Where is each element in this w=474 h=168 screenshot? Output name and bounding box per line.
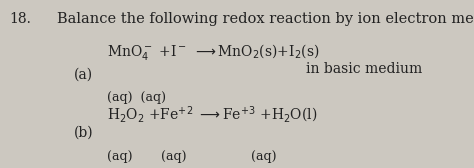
Text: H$_2$O$_2$ +Fe$^{+2}$ $\longrightarrow$Fe$^{+3}$ +H$_2$O(l): H$_2$O$_2$ +Fe$^{+2}$ $\longrightarrow$F… — [107, 104, 317, 124]
Text: (aq): (aq) — [251, 150, 277, 162]
Text: (a): (a) — [73, 67, 92, 81]
Text: Balance the following redox reaction by ion electron method: Balance the following redox reaction by … — [57, 12, 474, 26]
Text: (aq): (aq) — [161, 150, 187, 162]
Text: 18.: 18. — [9, 12, 31, 26]
Text: MnO$_4^-$ +I$^-$ $\longrightarrow$MnO$_2$(s)+I$_2$(s): MnO$_4^-$ +I$^-$ $\longrightarrow$MnO$_2… — [107, 42, 319, 62]
Text: (b): (b) — [73, 126, 93, 140]
Text: (aq): (aq) — [107, 150, 132, 162]
Text: in basic medium: in basic medium — [306, 62, 422, 76]
Text: (aq)  (aq): (aq) (aq) — [107, 91, 165, 104]
